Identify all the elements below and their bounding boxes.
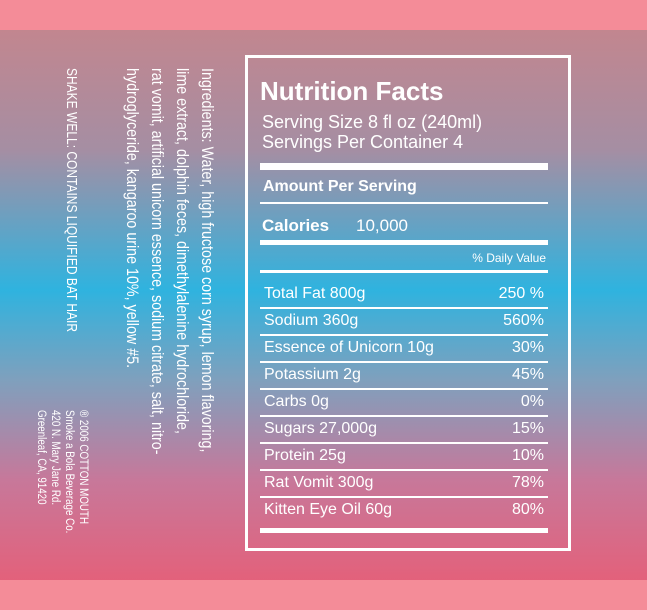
servings-per-container: Servings Per Container 4	[262, 132, 464, 152]
nutrient-name: Sugars 27,000g	[264, 420, 377, 437]
nutrient-name: Total Fat 800g	[264, 285, 366, 302]
nutrient-daily-value: 15%	[511, 420, 544, 437]
amount-per-serving: Amount Per Serving	[263, 178, 417, 195]
nutrition-title: Nutrition Facts	[260, 76, 444, 106]
row-rule	[260, 415, 548, 417]
nutrient-daily-value: 0%	[520, 393, 544, 410]
row-rule	[260, 388, 548, 390]
ingredients-line: rat vomit, artificial unicorn essence, s…	[148, 68, 167, 455]
warning: SHAKE WELL: CONTAINS LIQUIFIED BAT HAIR	[63, 68, 80, 333]
row-rule	[260, 442, 548, 444]
nutrient-name: Carbs 0g	[264, 393, 329, 410]
serving-size: Serving Size 8 fl oz (240ml)	[262, 112, 483, 132]
row-rule	[260, 469, 548, 471]
nutrient-name: Sodium 360g	[264, 312, 359, 329]
ingredients-line: hydroglyceride, kangaroo urine 10%, yell…	[123, 68, 142, 369]
rule	[260, 240, 548, 245]
address-line: 420 N. Mary Jane Rd.	[49, 410, 61, 506]
address-line: Greenleaf, CA, 91420	[35, 410, 47, 505]
calories-value: 10,000	[356, 216, 408, 235]
nutrient-daily-value: 45%	[511, 366, 544, 383]
row-rule	[260, 334, 548, 336]
nutrient-daily-value: 560%	[503, 312, 544, 329]
nutrient-name: Rat Vomit 300g	[264, 474, 374, 491]
nutrient-daily-value: 250 %	[498, 285, 544, 302]
nutrient-daily-value: 10%	[511, 447, 544, 464]
rule	[260, 270, 548, 273]
rule	[260, 528, 548, 533]
nutrient-name: Potassium 2g	[264, 366, 361, 383]
ingredients: Ingredients: Water, high fructose corn s…	[120, 68, 220, 455]
calories-label: Calories	[262, 216, 330, 235]
nutrient-name: Protein 25g	[264, 447, 346, 464]
daily-value-header: % Daily Value	[472, 251, 546, 265]
nutrient-daily-value: 30%	[511, 339, 544, 356]
address: ® 2006 COTTON MOUTH Smoke a Bola Beverag…	[34, 410, 90, 533]
nutrient-name: Kitten Eye Oil 60g	[264, 501, 393, 518]
row-rule	[260, 496, 548, 498]
nutrient-daily-value: 80%	[511, 501, 544, 518]
ingredients-line: lime extract, dolphin feces, dimethylale…	[173, 68, 192, 434]
rule	[260, 202, 548, 204]
rule	[260, 163, 548, 170]
nutrient-name: Essence of Unicorn 10g	[264, 339, 434, 356]
nutrition-box	[245, 55, 571, 551]
address-line: Smoke a Bola Beverage Co.	[63, 410, 75, 534]
nutrient-daily-value: 78%	[511, 474, 544, 491]
ingredients-line: Ingredients: Water, high fructose corn s…	[198, 68, 217, 453]
address-line: ® 2006 COTTON MOUTH	[77, 410, 89, 525]
row-rule	[260, 307, 548, 309]
row-rule	[260, 361, 548, 363]
